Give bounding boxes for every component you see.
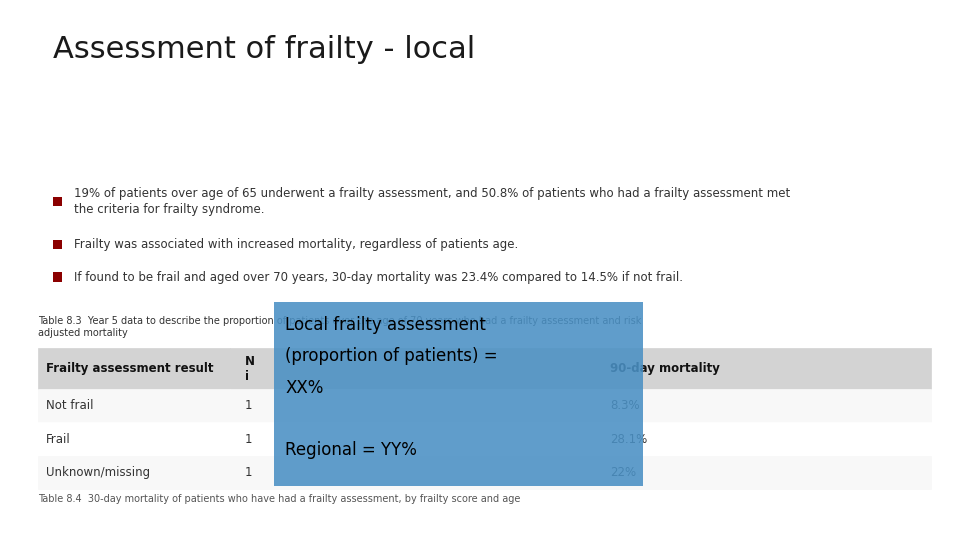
Text: (proportion of patients) =: (proportion of patients) =	[285, 347, 497, 365]
Bar	[596, 348, 931, 389]
Text: 1: 1	[245, 433, 252, 446]
Bar	[596, 456, 931, 489]
Text: XX%: XX%	[285, 379, 324, 396]
Bar	[53, 272, 62, 282]
Text: 90-day mortality: 90-day mortality	[610, 362, 720, 375]
Text: Frailty assessment result: Frailty assessment result	[46, 362, 213, 375]
Text: Local frailty assessment: Local frailty assessment	[285, 316, 486, 334]
Bar	[38, 456, 230, 489]
Text: 22%: 22%	[610, 466, 636, 479]
Bar	[38, 348, 230, 389]
Text: Table 8.4  30-day mortality of patients who have had a frailty assessment, by fr: Table 8.4 30-day mortality of patients w…	[38, 494, 520, 504]
Text: Not frail: Not frail	[46, 399, 93, 412]
Bar	[53, 197, 62, 206]
Text: 1: 1	[245, 466, 252, 479]
Bar	[53, 240, 62, 249]
Bar	[230, 348, 596, 389]
Text: Table 8.3  Year 5 data to describe the proportion of patients over the age of 70: Table 8.3 Year 5 data to describe the pr…	[38, 316, 642, 338]
Text: 1: 1	[245, 399, 252, 412]
Text: Frailty was associated with increased mortality, regardless of patients age.: Frailty was associated with increased mo…	[74, 238, 518, 251]
Bar	[230, 456, 596, 489]
Text: If found to be frail and aged over 70 years, 30-day mortality was 23.4% compared: If found to be frail and aged over 70 ye…	[74, 271, 683, 284]
Bar	[38, 389, 230, 422]
Bar	[230, 389, 596, 422]
Bar	[596, 389, 931, 422]
Text: Unknown/missing: Unknown/missing	[46, 466, 150, 479]
Text: Assessment of frailty - local: Assessment of frailty - local	[53, 35, 475, 64]
Text: 28.1%: 28.1%	[610, 433, 647, 446]
Bar	[274, 302, 643, 486]
Text: Frail: Frail	[46, 433, 71, 446]
Text: 19% of patients over age of 65 underwent a frailty assessment, and 50.8% of pati: 19% of patients over age of 65 underwent…	[74, 187, 790, 216]
Bar	[38, 422, 230, 456]
Bar	[596, 422, 931, 456]
Text: Regional = YY%: Regional = YY%	[285, 441, 417, 459]
Text: 8.3%: 8.3%	[610, 399, 639, 412]
Text: N
i: N i	[245, 355, 255, 382]
Bar	[230, 422, 596, 456]
